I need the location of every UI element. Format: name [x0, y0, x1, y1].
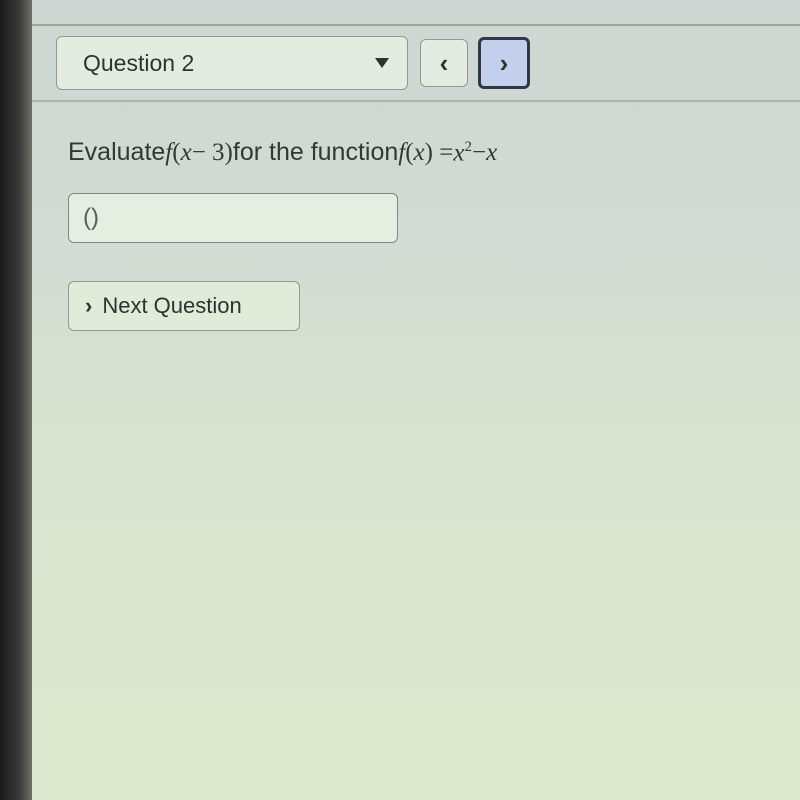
q-math-x3: x2	[453, 139, 472, 167]
q-math-x3base: x	[453, 139, 464, 166]
caret-down-icon	[375, 58, 389, 68]
prev-question-button[interactable]: ‹	[420, 39, 468, 87]
q-math-paren1: (	[172, 139, 180, 167]
q-math-f2: f	[398, 139, 405, 167]
q-math-x4: x	[486, 139, 497, 167]
next-button-label: Next Question	[102, 293, 241, 319]
q-math-x2: x	[414, 139, 425, 167]
question-nav-row: Question 2 ‹ ›	[32, 26, 800, 100]
nav-button-group: ‹ ›	[420, 36, 530, 90]
next-question-primary-button[interactable]: › Next Question	[68, 281, 300, 331]
q-math-minus3: − 3)	[192, 139, 233, 167]
dropdown-label: Question 2	[83, 50, 194, 77]
answer-input[interactable]: ()	[68, 193, 398, 243]
q-math-f1: f	[165, 139, 172, 167]
q-math-paren2: (	[405, 139, 413, 167]
q-math-minus: −	[472, 139, 486, 167]
chevron-right-icon: ›	[500, 48, 509, 79]
chevron-left-icon: ‹	[440, 48, 449, 79]
next-question-button[interactable]: ›	[478, 37, 530, 89]
answer-value: ()	[83, 204, 99, 232]
question-dropdown[interactable]: Question 2	[56, 36, 408, 90]
page-content: Question 2 ‹ › Evaluate f ( x − 3) for t…	[32, 0, 800, 800]
q-math-sup2: 2	[464, 139, 472, 155]
question-text: Evaluate f ( x − 3) for the function f (…	[68, 138, 800, 167]
q-math-x1: x	[181, 139, 192, 167]
screen-bezel	[0, 0, 32, 800]
q-text-2: for the function	[233, 138, 398, 167]
chevron-right-icon: ›	[85, 293, 92, 319]
question-area: Evaluate f ( x − 3) for the function f (…	[32, 102, 800, 331]
q-text-1: Evaluate	[68, 138, 165, 167]
q-math-eq: ) =	[425, 139, 454, 167]
